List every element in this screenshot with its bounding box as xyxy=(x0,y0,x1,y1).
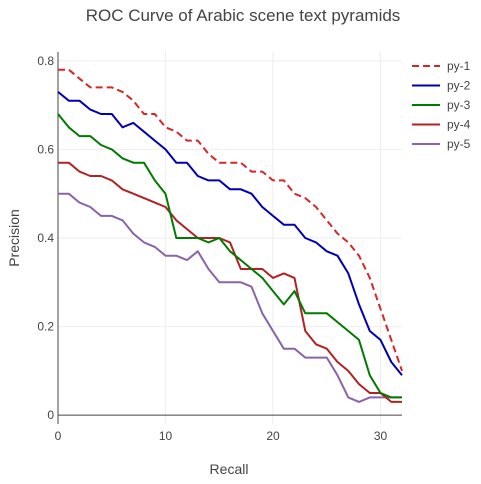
series-line-py-4 xyxy=(58,161,402,403)
legend-label-py-5: py-5 xyxy=(447,137,471,151)
series-line-py-2 xyxy=(57,91,403,376)
legend-label-py-1: py-1 xyxy=(447,59,471,73)
legend-label-py-4: py-4 xyxy=(447,118,471,132)
legend-label-py-2: py-2 xyxy=(447,79,471,93)
y-tick-label: 0.2 xyxy=(37,320,54,334)
legend: py-1 py-2 py-3 py-4 py-5 xyxy=(412,59,471,151)
grid xyxy=(58,52,402,424)
x-tick-label: 0 xyxy=(55,429,62,443)
x-tick-label: 10 xyxy=(159,429,173,443)
x-tick-label: 30 xyxy=(374,429,388,443)
legend-label-py-3: py-3 xyxy=(447,98,471,112)
series-line-py-5 xyxy=(58,192,402,403)
y-tick-label: 0.8 xyxy=(37,54,54,68)
y-tick-label: 0 xyxy=(47,408,54,422)
series-layer xyxy=(57,68,403,403)
y-axis-ticks: 0 0.2 0.4 0.6 0.8 xyxy=(37,54,54,422)
x-axis-ticks: 0 10 20 30 xyxy=(55,429,388,443)
series-line-py-3 xyxy=(57,113,402,399)
series-line-py-1 xyxy=(58,68,403,372)
chart-title: ROC Curve of Arabic scene text pyramids xyxy=(86,6,401,25)
x-axis-label: Recall xyxy=(210,461,249,477)
x-tick-label: 20 xyxy=(266,429,280,443)
y-tick-label: 0.4 xyxy=(37,231,54,245)
y-axis-label: Precision xyxy=(6,209,22,267)
y-tick-label: 0.6 xyxy=(37,142,54,156)
